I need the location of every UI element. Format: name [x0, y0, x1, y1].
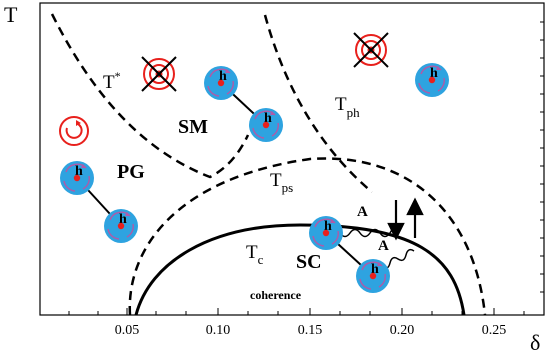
gauge-label: A [357, 204, 368, 220]
t-star-boundary [50, 13, 250, 179]
x-tick-labels: 0.05 0.10 0.15 0.20 0.25 [115, 323, 507, 338]
x-tick-label: 0.10 [206, 323, 231, 338]
t-ps-label: Tps [270, 170, 293, 195]
plot-frame [39, 2, 545, 316]
x-tick-label: 0.20 [390, 323, 415, 338]
vortex-icon [59, 116, 89, 146]
y-axis-label: T [4, 2, 18, 27]
holon-label: h [119, 212, 127, 227]
bottom-axis-ticks [68, 308, 525, 315]
holon-label: h [219, 69, 227, 84]
holon-label: h [264, 111, 272, 126]
t-star-label: T* [103, 69, 121, 93]
t-ph-boundary [263, 14, 373, 193]
x-tick-label: 0.15 [298, 323, 323, 338]
gauge-label: A [378, 238, 389, 254]
t-c-label: Tc [246, 242, 264, 267]
crossed-vortex-icon [353, 32, 389, 68]
x-tick-label: 0.25 [482, 323, 507, 338]
crossed-vortex-icon [141, 56, 177, 92]
holon-label: h [75, 164, 83, 179]
right-axis-ticks [540, 21, 544, 293]
holon-particle: h [248, 107, 284, 143]
sc-label: SC [296, 251, 322, 273]
holon-particle: h [355, 258, 391, 294]
holon-particle: h [103, 208, 139, 244]
holon-particle: h [308, 215, 344, 251]
sm-label: SM [178, 116, 208, 138]
t-c-boundary [134, 223, 466, 316]
holon-particle: h [414, 62, 450, 98]
spin-down-arrow-icon [387, 200, 405, 241]
holon-particle: h [59, 160, 95, 196]
holon-label: h [430, 66, 438, 81]
spin-up-arrow-icon [406, 197, 424, 238]
t-ph-label: Tph [335, 94, 360, 120]
x-axis-label: δ [530, 330, 540, 355]
coherence-label: coherence [250, 288, 302, 302]
holon-label: h [324, 219, 332, 234]
t-ps-boundary [128, 157, 487, 316]
holon-label: h [371, 262, 379, 277]
x-tick-label: 0.05 [115, 323, 140, 338]
pg-label: PG [117, 161, 145, 183]
holon-particle: h [203, 65, 239, 101]
